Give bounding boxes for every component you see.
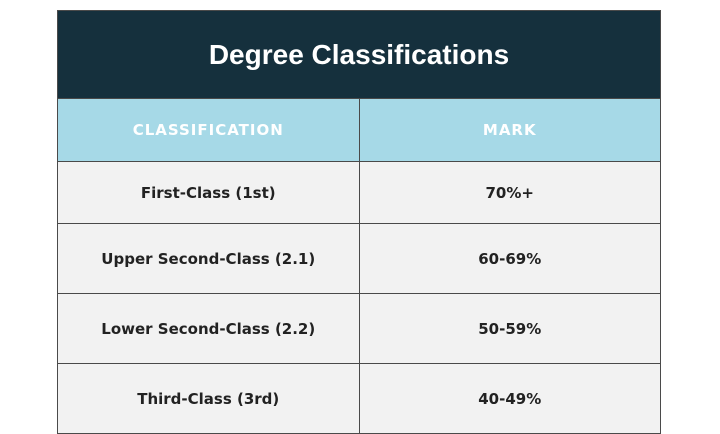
classification-cell: Lower Second-Class (2.2) xyxy=(58,293,359,364)
mark-cell: 50-59% xyxy=(358,293,660,364)
mark-cell: 70%+ xyxy=(358,161,660,224)
classification-table: CLASSIFICATION MARK First-Class (1st) 70%… xyxy=(58,98,660,433)
degree-table-card: Degree Classifications CLASSIFICATION MA… xyxy=(57,10,661,434)
classification-cell: First-Class (1st) xyxy=(58,161,359,224)
table-title: Degree Classifications xyxy=(58,11,660,98)
header-cell: CLASSIFICATION xyxy=(58,98,359,162)
classification-cell: Third-Class (3rd) xyxy=(58,363,359,433)
header-cell: MARK xyxy=(358,98,660,162)
table-row: Third-Class (3rd) 40-49% xyxy=(58,363,660,433)
table-row: First-Class (1st) 70%+ xyxy=(58,161,660,224)
classification-cell: Upper Second-Class (2.1) xyxy=(58,223,359,294)
table-row: Upper Second-Class (2.1) 60-69% xyxy=(58,223,660,294)
mark-cell: 40-49% xyxy=(358,363,660,433)
table-row: Lower Second-Class (2.2) 50-59% xyxy=(58,293,660,364)
table-body: First-Class (1st) 70%+ Upper Second-Class … xyxy=(58,161,660,433)
mark-cell: 60-69% xyxy=(358,223,660,294)
header-row: CLASSIFICATION MARK xyxy=(58,98,660,162)
